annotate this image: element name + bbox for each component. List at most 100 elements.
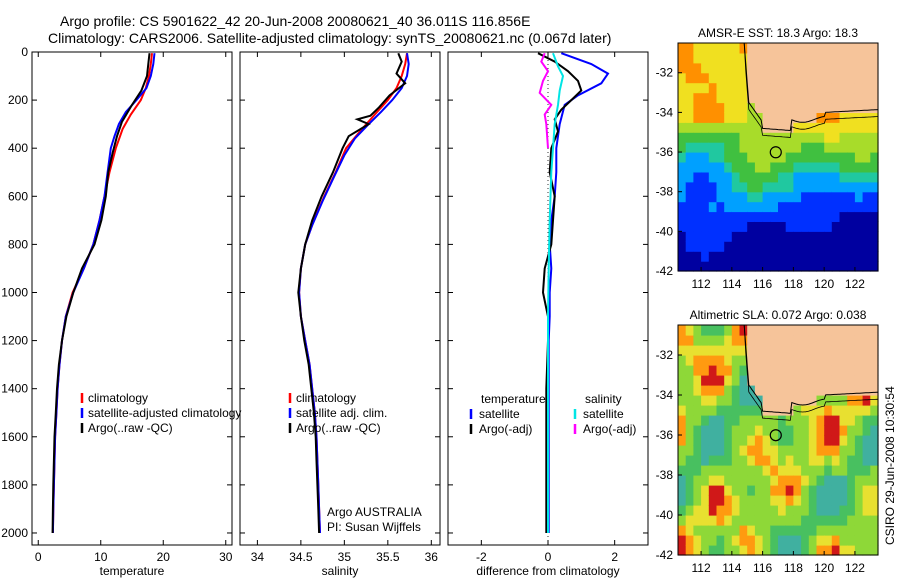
heatmap-cell: [762, 191, 771, 203]
heatmap-cell: [808, 181, 818, 193]
heatmap-cell: [862, 261, 871, 272]
heatmap-cell: [816, 201, 825, 213]
heatmap-cell: [754, 385, 764, 396]
heatmap-cell: [824, 142, 833, 153]
heatmap-cell: [831, 171, 841, 183]
heatmap-cell: [762, 261, 771, 272]
heatmap-cell: [847, 43, 856, 54]
heatmap-cell: [854, 475, 864, 486]
heatmap-cell: [754, 525, 764, 536]
heatmap-cell: [716, 62, 725, 74]
heatmap-cells: [678, 325, 879, 556]
heatmap-cell: [770, 485, 779, 496]
legend-label: Argo(..raw -QC): [88, 421, 173, 435]
heatmap-cell: [685, 545, 694, 556]
heatmap-cell: [808, 325, 818, 336]
heatmap-cell: [716, 132, 725, 143]
heatmap-cell: [739, 435, 748, 446]
heatmap-cell: [831, 181, 841, 193]
legend-label: Argo(-adj): [479, 422, 532, 436]
heatmap-cell: [785, 485, 794, 496]
heatmap-cell: [693, 132, 702, 143]
heatmap-cell: [870, 365, 879, 376]
heatmap-cell: [816, 425, 825, 436]
heatmap-cell: [708, 251, 718, 262]
heatmap-cell: [801, 325, 810, 336]
heatmap-cell: [854, 425, 864, 436]
heatmap-cell: [770, 241, 779, 252]
heatmap-cell: [839, 43, 848, 54]
heatmap-cell: [854, 201, 864, 213]
heatmap-cell: [678, 385, 687, 396]
x-tick-label: 114: [722, 561, 741, 575]
heatmap-cell: [716, 201, 725, 213]
heatmap-cell: [770, 375, 779, 386]
heatmap-cell: [724, 62, 733, 74]
heatmap-cell: [739, 201, 748, 213]
heatmap-cell: [685, 435, 694, 446]
heatmap-cell: [770, 43, 779, 54]
heatmap-cell: [870, 495, 879, 506]
heatmap-cell: [785, 142, 794, 153]
heatmap-cell: [739, 122, 748, 133]
heatmap-cell: [831, 142, 841, 153]
heatmap-cell: [831, 385, 841, 396]
heatmap-cell: [678, 241, 687, 252]
heatmap-cell: [854, 415, 864, 426]
heatmap-cell: [862, 43, 871, 54]
heatmap-cell: [870, 545, 879, 556]
heatmap-cell: [731, 485, 741, 496]
heatmap-cell: [778, 122, 787, 133]
heatmap-cell: [785, 495, 794, 506]
heatmap-cell: [824, 112, 833, 123]
heatmap-cell: [739, 465, 748, 476]
heatmap-cell: [785, 375, 794, 386]
heatmap-cell: [678, 445, 687, 456]
heatmap-cell: [701, 355, 710, 366]
heatmap-cell: [747, 525, 756, 536]
heatmap-cell: [816, 385, 825, 396]
heatmap-cell: [862, 92, 871, 104]
heatmap-cell: [731, 241, 741, 252]
heatmap-cell: [862, 171, 871, 183]
heatmap-cell: [801, 335, 810, 346]
heatmap-cell: [778, 365, 787, 376]
heatmap-cell: [724, 102, 733, 113]
heatmap-cell: [778, 495, 787, 506]
heatmap-cell: [870, 62, 879, 74]
heatmap-cell: [785, 112, 794, 123]
heatmap-cell: [747, 395, 756, 406]
heatmap-cell: [839, 405, 848, 416]
heatmap-cell: [801, 525, 810, 536]
heatmap-cell: [854, 525, 864, 536]
heatmap-cell: [701, 52, 710, 64]
heatmap-cell: [793, 525, 802, 536]
heatmap-cell: [731, 261, 741, 272]
heatmap-cell: [739, 515, 748, 526]
heatmap-cell: [678, 345, 687, 356]
heatmap-cell: [693, 152, 702, 163]
heatmap-cell: [716, 345, 725, 356]
heatmap-cell: [770, 385, 779, 396]
heatmap-cell: [824, 152, 833, 163]
y-tick-label: 600: [8, 189, 28, 203]
heatmap-cell: [793, 62, 802, 74]
heatmap-cell: [839, 191, 848, 203]
heatmap-cell: [685, 241, 694, 252]
heatmap-cell: [693, 335, 702, 346]
heatmap-cell: [693, 325, 702, 336]
heatmap-cell: [708, 405, 718, 416]
heatmap-cell: [854, 485, 864, 496]
heatmap-cell: [685, 325, 694, 336]
x-tick-label: 118: [784, 277, 803, 291]
heatmap-cell: [854, 92, 864, 104]
legend-label: satellite: [479, 407, 520, 421]
heatmap-cell: [762, 82, 771, 94]
heatmap-cell: [801, 181, 810, 193]
heatmap-cell: [793, 191, 802, 203]
heatmap-cell: [839, 112, 848, 123]
heatmap-cell: [762, 525, 771, 536]
heatmap-cell: [716, 325, 725, 336]
heatmap-cell: [701, 395, 710, 406]
heatmap-cell: [847, 82, 856, 94]
